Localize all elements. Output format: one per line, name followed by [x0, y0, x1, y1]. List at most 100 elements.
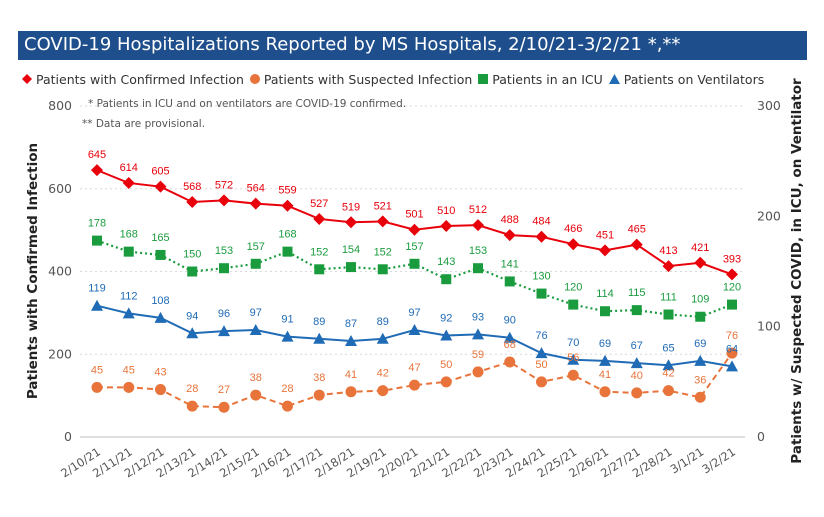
data-point: [154, 311, 167, 323]
data-point: [409, 258, 420, 269]
data-point: [155, 384, 166, 396]
data-label: 42: [662, 368, 674, 380]
data-label: 605: [151, 166, 169, 178]
data-point: [250, 389, 262, 401]
data-point: [567, 369, 579, 381]
y-tick-left: 800: [48, 98, 72, 113]
data-label: 488: [501, 214, 519, 226]
data-point: [249, 323, 262, 335]
data-label: 92: [440, 312, 452, 324]
data-point: [599, 386, 611, 398]
data-point: [726, 268, 738, 281]
x-tick-label: 3/2/21: [699, 445, 738, 477]
data-point: [631, 387, 643, 399]
data-point: [345, 216, 357, 229]
data-point: [186, 195, 199, 208]
data-label: 91: [281, 314, 293, 326]
data-point: [599, 244, 611, 257]
legend-item-ventilators: Patients on Ventilators: [608, 72, 764, 87]
data-label: 119: [88, 283, 106, 295]
x-tick-label: 3/1/21: [668, 445, 707, 477]
data-label: 152: [310, 246, 328, 258]
note-provisional: ** Data are provisional.: [82, 118, 205, 130]
data-label: 114: [596, 288, 614, 300]
data-label: 27: [218, 384, 230, 396]
data-point: [662, 260, 675, 273]
data-label: 42: [377, 368, 389, 380]
legend-label: Patients with Suspected Infection: [263, 71, 473, 87]
data-point: [630, 238, 643, 251]
data-label: 68: [504, 339, 516, 351]
data-point: [568, 299, 579, 310]
y-tick-right: 200: [757, 208, 781, 223]
data-label: 157: [247, 241, 265, 253]
data-label: 168: [120, 229, 138, 241]
title-bar: COVID-19 Hospitalizations Reported by MS…: [18, 31, 807, 60]
data-label: 38: [313, 372, 325, 384]
triangle-icon: [608, 74, 620, 84]
data-label: 97: [250, 307, 262, 319]
data-label: 519: [342, 201, 360, 213]
data-label: 150: [183, 249, 201, 261]
data-label: 451: [596, 229, 614, 241]
data-point: [281, 330, 294, 342]
y-tick-left: 600: [48, 181, 72, 196]
data-label: 157: [405, 241, 423, 253]
data-point: [91, 299, 103, 311]
data-point: [92, 235, 102, 246]
data-label: 510: [437, 205, 455, 217]
data-label: 521: [374, 200, 392, 212]
data-label: 120: [723, 282, 741, 294]
data-label: 50: [440, 359, 452, 371]
data-point: [154, 180, 167, 193]
data-point: [314, 264, 325, 275]
square-icon: [478, 74, 489, 84]
data-point: [346, 262, 356, 273]
data-point: [536, 288, 547, 299]
data-point: [408, 223, 421, 236]
data-point: [155, 249, 166, 260]
data-label: 572: [215, 179, 233, 191]
y-axis-title-right: Patients w/ Suspected COVID, in ICU, on …: [789, 78, 805, 464]
data-label: 527: [310, 198, 328, 210]
data-point: [630, 357, 643, 369]
data-point: [218, 401, 230, 413]
data-point: [662, 359, 675, 371]
data-point: [122, 307, 135, 319]
data-point: [376, 332, 389, 344]
data-label: 614: [120, 162, 138, 174]
data-point: [599, 354, 611, 366]
data-point: [503, 331, 516, 343]
data-label: 154: [342, 244, 360, 256]
data-point: [567, 238, 580, 251]
data-point: [726, 360, 738, 372]
data-point: [441, 274, 452, 285]
data-point: [440, 376, 452, 388]
data-label: 45: [91, 364, 103, 376]
data-point: [219, 263, 229, 274]
data-point: [694, 354, 707, 366]
legend-label: Patients with Confirmed Infection: [36, 71, 244, 87]
data-label: 93: [472, 311, 484, 323]
data-label: 165: [151, 232, 169, 244]
legend-item-suspected: Patients with Suspected Infection: [249, 71, 473, 87]
data-label: 76: [726, 330, 738, 342]
data-label: 111: [660, 292, 677, 304]
data-point: [440, 329, 453, 341]
data-point: [409, 379, 420, 391]
data-label: 152: [374, 246, 392, 258]
data-label: 466: [564, 223, 582, 235]
data-point: [345, 386, 357, 398]
data-point: [504, 276, 515, 287]
data-label: 112: [120, 290, 138, 302]
y-axis-title-left: Patients with Confirmed Infection: [25, 143, 41, 399]
data-point: [123, 381, 135, 393]
data-label: 143: [437, 256, 455, 268]
data-label: 45: [123, 364, 135, 376]
y-tick-right: 0: [757, 429, 765, 444]
axes: 020040060080001002003002/10/212/11/212/1…: [48, 98, 781, 480]
data-label: 568: [183, 181, 201, 193]
data-point: [695, 311, 706, 322]
data-point: [377, 264, 388, 275]
data-label: 89: [377, 316, 389, 328]
